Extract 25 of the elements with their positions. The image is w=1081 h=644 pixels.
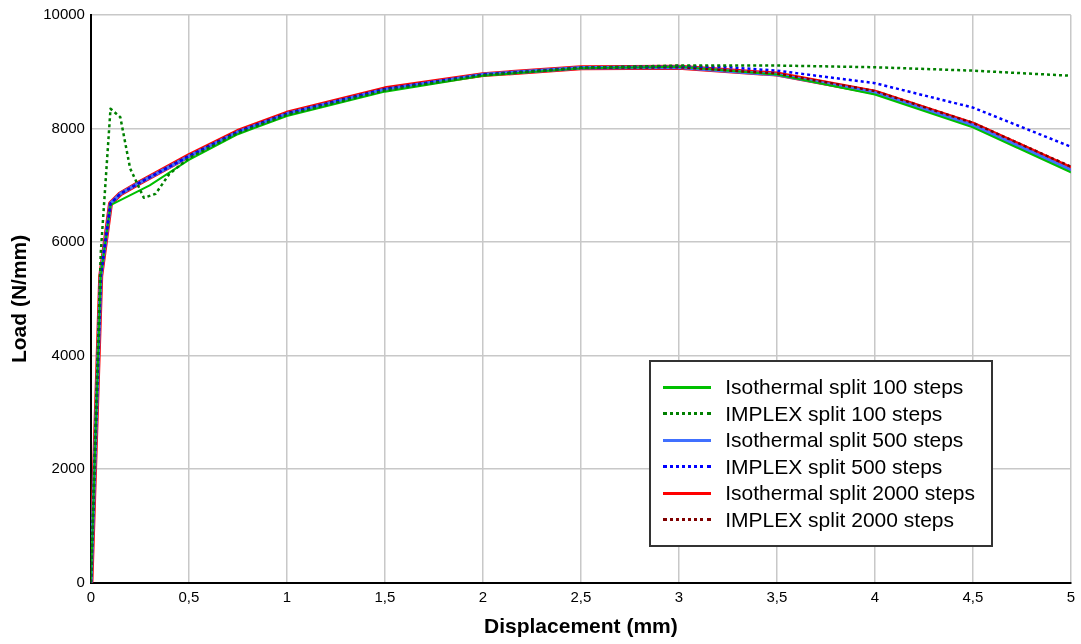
y-tick-label: 8000 [51,118,85,136]
x-tick-label: 2 [478,587,488,605]
legend-label: Isothermal split 2000 steps [725,480,975,506]
x-tick-label: 4 [870,587,880,605]
y-tick-label: 10000 [43,5,85,23]
x-tick-label: 4,5 [962,587,984,605]
y-tick-label: 0 [76,572,85,590]
y-axis-title: Load (N/mm) [7,234,31,364]
x-tick-label: 3,5 [766,587,788,605]
legend-label: IMPLEX split 100 steps [725,400,943,427]
x-tick-label: 3 [674,587,684,605]
legend-label: Isothermal split 100 steps [725,374,964,400]
x-tick-label: 0,5 [178,587,200,605]
legend-label: Isothermal split 500 steps [725,427,964,453]
y-tick-label: 4000 [51,345,85,363]
legend-label: IMPLEX split 2000 steps [725,506,954,533]
x-tick-label: 0 [86,587,96,605]
x-tick-label: 2,5 [570,587,592,605]
x-tick-label: 5 [1066,587,1075,605]
x-tick-label: 1,5 [374,587,396,605]
x-axis-title: Displacement (mm) [484,614,678,638]
x-tick-label: 1 [282,587,292,605]
legend-label: IMPLEX split 500 steps [725,453,943,480]
y-tick-label: 2000 [51,459,85,477]
y-tick-label: 6000 [51,232,85,250]
